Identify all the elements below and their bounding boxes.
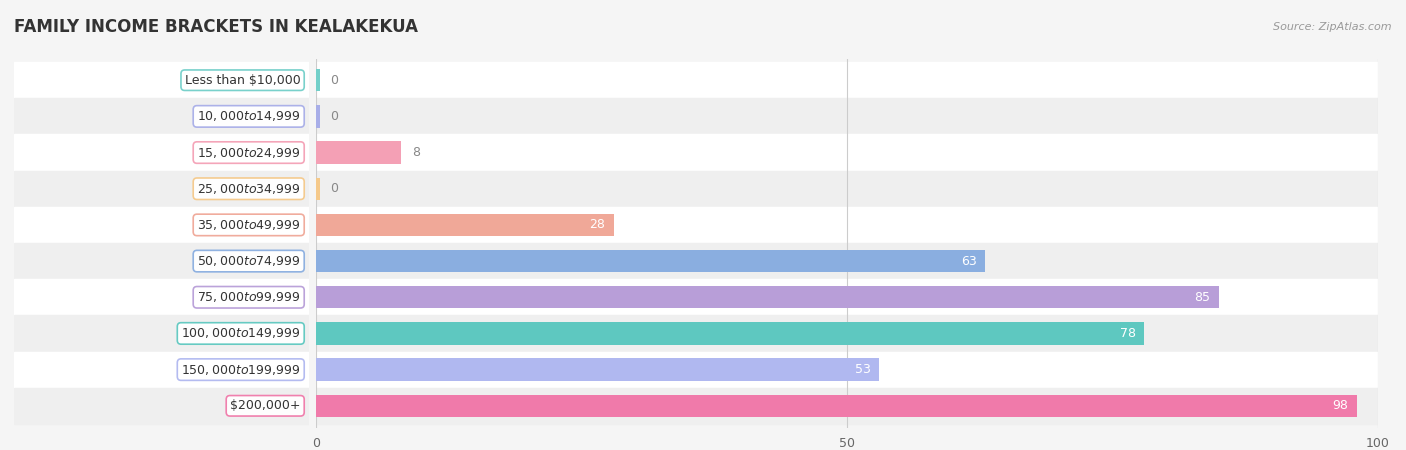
Text: 85: 85 — [1194, 291, 1211, 304]
Bar — [316, 351, 1378, 388]
Text: $10,000 to $14,999: $10,000 to $14,999 — [197, 109, 301, 123]
Bar — [316, 279, 1378, 315]
Bar — [316, 105, 319, 128]
Text: 0: 0 — [330, 110, 339, 123]
Bar — [14, 98, 309, 135]
Text: $25,000 to $34,999: $25,000 to $34,999 — [197, 182, 301, 196]
Text: 98: 98 — [1333, 399, 1348, 412]
Bar — [14, 62, 309, 98]
Text: 28: 28 — [589, 218, 605, 231]
Text: $35,000 to $49,999: $35,000 to $49,999 — [197, 218, 301, 232]
Text: $15,000 to $24,999: $15,000 to $24,999 — [197, 145, 301, 160]
Bar — [316, 395, 1357, 417]
Bar — [14, 315, 309, 351]
Bar — [316, 388, 1378, 424]
Text: $75,000 to $99,999: $75,000 to $99,999 — [197, 290, 301, 304]
Bar — [316, 214, 613, 236]
Bar — [316, 286, 1219, 309]
Bar — [14, 135, 309, 171]
Bar — [316, 243, 1378, 279]
Text: 53: 53 — [855, 363, 870, 376]
Text: 78: 78 — [1119, 327, 1136, 340]
Text: Source: ZipAtlas.com: Source: ZipAtlas.com — [1274, 22, 1392, 32]
Bar — [14, 388, 309, 424]
Bar — [316, 250, 986, 272]
Bar — [316, 177, 319, 200]
Bar — [14, 171, 309, 207]
Bar — [316, 315, 1378, 351]
Text: 0: 0 — [330, 182, 339, 195]
Bar — [14, 279, 309, 315]
Bar — [316, 207, 1378, 243]
Bar — [316, 358, 879, 381]
Bar — [316, 322, 1144, 345]
Bar — [316, 135, 1378, 171]
Text: $100,000 to $149,999: $100,000 to $149,999 — [181, 326, 301, 341]
Bar — [316, 69, 319, 91]
Text: 0: 0 — [330, 74, 339, 87]
Text: Less than $10,000: Less than $10,000 — [184, 74, 301, 87]
Text: $50,000 to $74,999: $50,000 to $74,999 — [197, 254, 301, 268]
Bar — [14, 243, 309, 279]
Bar — [316, 171, 1378, 207]
Bar — [14, 351, 309, 388]
Text: FAMILY INCOME BRACKETS IN KEALAKEKUA: FAMILY INCOME BRACKETS IN KEALAKEKUA — [14, 18, 418, 36]
Bar — [14, 207, 309, 243]
Text: $200,000+: $200,000+ — [231, 399, 301, 412]
Text: $150,000 to $199,999: $150,000 to $199,999 — [181, 363, 301, 377]
Text: 8: 8 — [412, 146, 420, 159]
Bar — [316, 62, 1378, 98]
Bar — [316, 98, 1378, 135]
Text: 63: 63 — [960, 255, 977, 268]
Bar — [316, 141, 401, 164]
